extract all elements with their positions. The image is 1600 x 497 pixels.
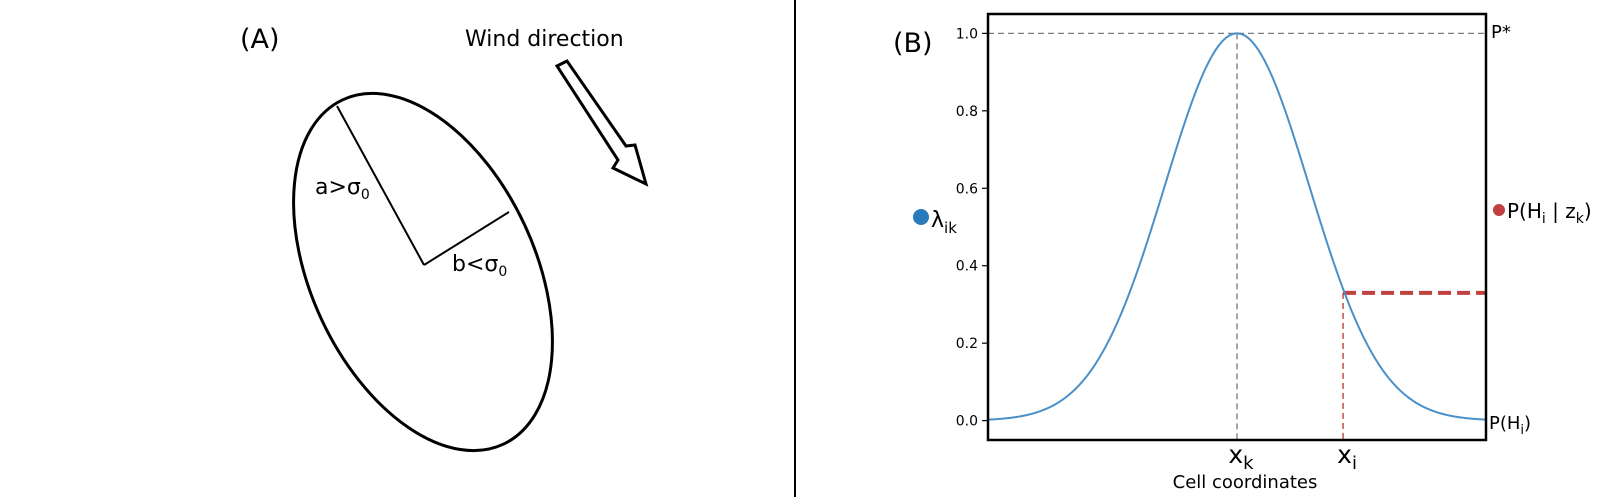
minor-axis-label: b<σ0 — [452, 252, 507, 280]
wind-direction-arrow-icon — [554, 59, 649, 187]
minor-semi-axis — [423, 211, 510, 266]
y-tick-label: 0.4 — [956, 259, 978, 275]
panel-a: (A) Wind direction a>σ0 b<σ0 — [240, 24, 649, 453]
panel-b: (B) λik P(Hi | zk) 0.0 0.2 0.4 0.6 0.8 1.0 P*… — [893, 12, 1592, 493]
xk-marker-label: xk — [1228, 440, 1254, 474]
lambda-legend-label: λik — [931, 208, 957, 237]
posterior-legend-marker — [1493, 204, 1505, 216]
y-tick-label: 1.0 — [956, 26, 978, 42]
wind-direction-label: Wind direction — [465, 27, 624, 52]
prior-label: P(Hi) — [1489, 413, 1531, 438]
p-star-label: P* — [1491, 22, 1511, 43]
y-tick-label: 0.6 — [956, 181, 978, 197]
y-tick-label: 0.8 — [956, 104, 978, 120]
y-tick-label: 0.2 — [956, 336, 978, 352]
dispersion-ellipse — [292, 91, 554, 453]
y-tick-label: 0.0 — [956, 414, 978, 430]
posterior-legend-label: P(Hi | zk) — [1507, 199, 1592, 227]
panel-a-label: (A) — [240, 24, 280, 55]
probability-curve — [988, 32, 1486, 421]
lambda-legend-marker — [913, 209, 929, 225]
major-axis-label: a>σ0 — [315, 175, 370, 203]
plot-frame — [986, 12, 1488, 442]
panel-b-label: (B) — [893, 28, 933, 59]
x-axis-label: Cell coordinates — [1173, 472, 1318, 493]
xi-marker-label: xi — [1337, 440, 1357, 474]
major-semi-axis — [336, 105, 425, 266]
y-axis-ticks: 0.0 0.2 0.4 0.6 0.8 1.0 — [956, 26, 988, 430]
